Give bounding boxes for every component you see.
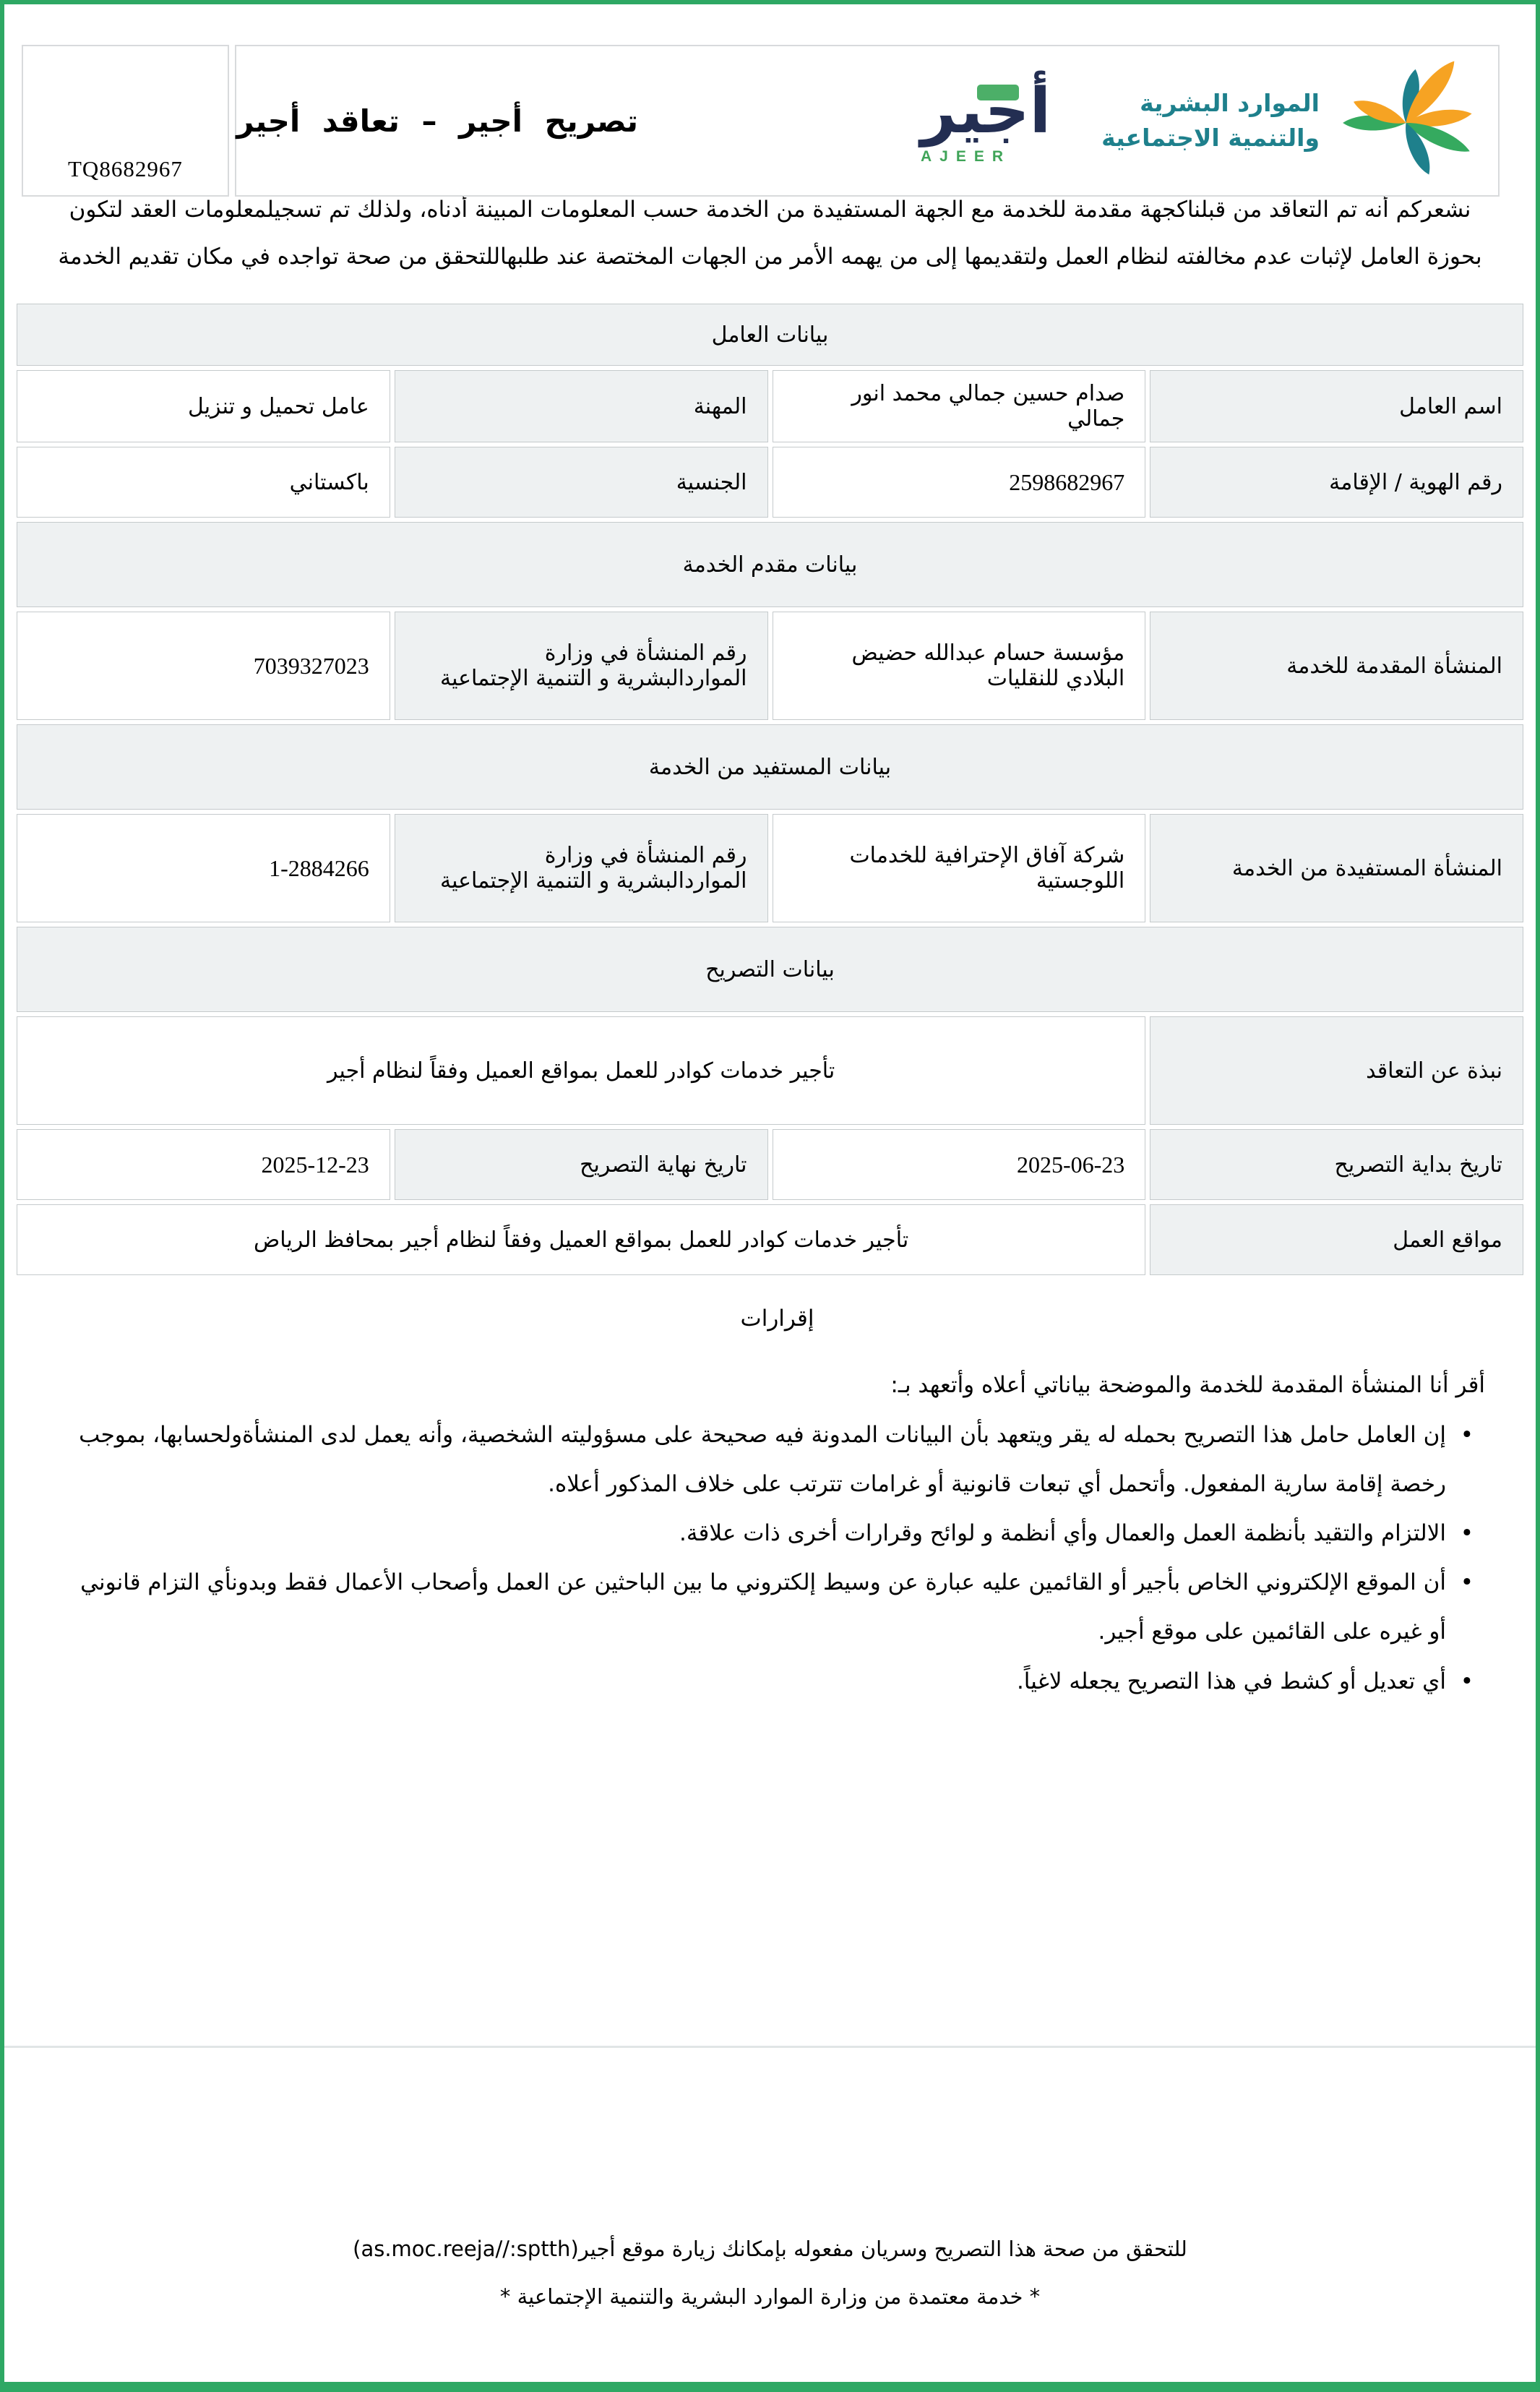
intro-paragraph: نشعركم أنه تم التعاقد من قبلناكجهة مقدمة… (58, 197, 1482, 270)
provider-mol-number-label: رقم المنشأة في وزارة المواردالبشرية و ال… (394, 612, 768, 721)
beneficiary-establishment-label: المنشأة المستفيدة من الخدمة (1150, 814, 1523, 923)
declarations-section: إقرارات أقر أنا المنشأة المقدمة للخدمة و… (69, 1294, 1485, 1706)
header: TQ8682967 تصريح أجير – تعاقد أجير أجير A… (22, 45, 1500, 197)
ministry-logo: الموارد البشرية والتنمية الاجتماعية (1101, 52, 1485, 189)
footer-accredited-text: * خدمة معتمدة من وزارة الموارد البشرية و… (499, 2284, 1041, 2309)
worker-id-row: رقم الهوية / الإقامة 2598682967 الجنسية … (17, 447, 1523, 518)
permit-dates-row: تاريخ بداية التصريح 2025-06-23 تاريخ نها… (17, 1129, 1523, 1201)
declaration-item: الالتزام والتقيد بأنظمة العمل والعمال وأ… (69, 1509, 1478, 1558)
provider-section-header-row: بيانات مقدم الخدمة (17, 522, 1523, 608)
work-locations-row: مواقع العمل تأجير خدمات كوادر للعمل بموا… (17, 1204, 1523, 1276)
provider-row: المنشأة المقدمة للخدمة مؤسسة حسام عبدالل… (17, 612, 1523, 721)
beneficiary-section-header-row: بيانات المستفيد من الخدمة (17, 724, 1523, 810)
profession-label: المهنة (394, 370, 768, 443)
permit-number-box: TQ8682967 (22, 45, 230, 197)
worker-section-header-row: بيانات العامل (17, 304, 1523, 366)
id-number-label: رقم الهوية / الإقامة (1150, 447, 1523, 518)
permit-section-title: بيانات التصريح (17, 927, 1523, 1013)
nationality-label: الجنسية (394, 447, 768, 518)
permit-start-date-label: تاريخ بداية التصريح (1150, 1129, 1523, 1201)
ajeer-logo-latin-wordmark: AJEER (921, 148, 1012, 166)
nationality-value: باكستاني (17, 447, 390, 518)
footer-verify-text: للتحقق من صحة هذا التصريح وسريان مفعوله … (353, 2236, 1187, 2261)
provider-section-title: بيانات مقدم الخدمة (17, 522, 1523, 608)
declaration-item: إن العامل حامل هذا التصريح بحمله له يقر … (69, 1410, 1478, 1509)
contract-about-label: نبذة عن التعاقد (1150, 1016, 1523, 1126)
ajeer-logo-green-chip (977, 84, 1020, 100)
ministry-name-line2: والتنمية الاجتماعية (1101, 124, 1320, 152)
permit-end-date-label: تاريخ نهاية التصريح (394, 1129, 768, 1201)
worker-name-row: اسم العامل صدام حسين جمالي محمد انور جما… (17, 370, 1523, 443)
declarations-title: إقرارات (740, 1306, 814, 1332)
worker-name-label: اسم العامل (1150, 370, 1523, 443)
permit-section-header-row: بيانات التصريح (17, 927, 1523, 1013)
footer: للتحقق من صحة هذا التصريح وسريان مفعوله … (4, 2220, 1536, 2315)
provider-mol-number-value: 7039327023 (17, 612, 390, 721)
ministry-name-line1: الموارد البشرية (1140, 89, 1320, 118)
worker-name-value: صدام حسين جمالي محمد انور جمالي (772, 370, 1146, 443)
beneficiary-mol-number-label: رقم المنشأة في وزارة المواردالبشرية و ال… (394, 814, 768, 923)
ministry-name: الموارد البشرية والتنمية الاجتماعية (1101, 86, 1320, 155)
title-box: تصريح أجير – تعاقد أجير أجير AJEER الموا… (235, 45, 1500, 197)
declaration-item: أن الموقع الإلكتروني الخاص بأجير أو القا… (69, 1558, 1478, 1656)
permit-end-date-value: 2025-12-23 (17, 1129, 390, 1201)
declarations-intro: أقر أنا المنشأة المقدمة للخدمة والموضحة … (890, 1372, 1485, 1399)
worker-section-title: بيانات العامل (17, 304, 1523, 366)
beneficiary-mol-number-value: 1-2884266 (17, 814, 390, 923)
permit-start-date-value: 2025-06-23 (772, 1129, 1146, 1201)
ajeer-logo-arabic-wordmark: أجير (921, 74, 1051, 147)
ajeer-logo: أجير AJEER (921, 76, 1051, 166)
page-break-separator (4, 2046, 1536, 2048)
profession-value: عامل تحميل و تنزيل (17, 370, 390, 443)
page-title: تصريح أجير – تعاقد أجير (236, 103, 638, 139)
id-number-value: 2598682967 (772, 447, 1146, 518)
permit-number: TQ8682967 (68, 156, 183, 181)
beneficiary-section-title: بيانات المستفيد من الخدمة (17, 724, 1523, 810)
contract-about-value: تأجير خدمات كوادر للعمل بمواقع العميل وف… (17, 1016, 1146, 1126)
declaration-item: أي تعديل أو كشط في هذا التصريح يجعله لاغ… (69, 1657, 1478, 1706)
contract-about-row: نبذة عن التعاقد تأجير خدمات كوادر للعمل … (17, 1016, 1523, 1126)
logos-group: أجير AJEER الموارد البشرية والتنمية الاج… (921, 46, 1485, 195)
work-locations-label: مواقع العمل (1150, 1204, 1523, 1276)
beneficiary-row: المنشأة المستفيدة من الخدمة شركة آفاق ال… (17, 814, 1523, 923)
declarations-list: إن العامل حامل هذا التصريح بحمله له يقر … (69, 1410, 1485, 1706)
work-locations-value: تأجير خدمات كوادر للعمل بمواقع العميل وف… (17, 1204, 1146, 1276)
permit-data-table: بيانات العامل اسم العامل صدام حسين جمالي… (12, 299, 1528, 1279)
beneficiary-establishment-value: شركة آفاق الإحترافية للخدمات اللوجستية (772, 814, 1146, 923)
provider-establishment-label: المنشأة المقدمة للخدمة (1150, 612, 1523, 721)
ministry-palm-star-icon (1343, 61, 1472, 175)
provider-establishment-value: مؤسسة حسام عبدالله حضيض البلادي للنقليات (772, 612, 1146, 721)
